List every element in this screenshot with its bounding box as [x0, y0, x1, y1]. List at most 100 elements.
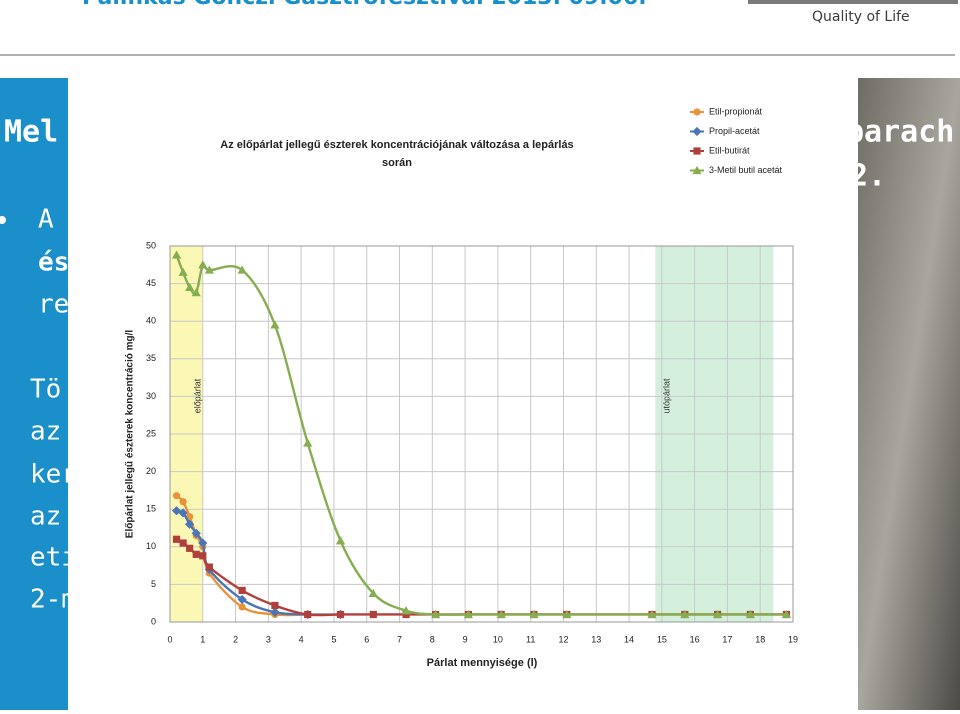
marker	[496, 609, 506, 619]
region-label: utópárlat	[662, 378, 672, 414]
marker	[402, 610, 410, 619]
marker	[712, 609, 723, 619]
marker	[401, 606, 411, 615]
body-text: és	[38, 248, 69, 278]
marker	[692, 126, 702, 137]
body-text: az	[30, 502, 61, 532]
marker	[238, 603, 246, 611]
y-tick-label: 10	[146, 541, 156, 551]
y-tick-label: 45	[146, 278, 156, 288]
slide-title: Mel	[4, 115, 58, 150]
marker	[237, 594, 247, 605]
marker	[185, 519, 195, 529]
body-text: Tö	[30, 375, 61, 405]
body-text: A	[38, 205, 54, 235]
x-tick-label: 19	[788, 634, 798, 644]
marker	[562, 609, 572, 619]
marker	[693, 108, 701, 116]
plot-frame	[169, 245, 794, 623]
marker	[192, 550, 200, 558]
marker	[171, 506, 182, 516]
chart: Az előpárlat jellegű észterek koncentrác…	[125, 106, 798, 669]
y-tick-label: 25	[146, 428, 156, 438]
x-tick-label: 12	[558, 634, 568, 644]
marker	[529, 609, 539, 619]
x-tick-label: 6	[364, 634, 369, 644]
marker	[191, 528, 201, 538]
marker	[781, 609, 792, 619]
y-tick-label: 15	[146, 504, 156, 514]
marker	[185, 282, 195, 291]
marker	[335, 536, 346, 545]
bullet	[0, 216, 6, 224]
x-tick-label: 3	[266, 634, 271, 644]
marker	[693, 147, 701, 155]
marker	[172, 492, 181, 500]
x-tick-label: 9	[463, 634, 468, 644]
legend-label: Etil-butirát	[709, 145, 750, 155]
marker	[430, 609, 441, 619]
marker	[237, 265, 247, 274]
x-tick-label: 14	[624, 634, 634, 644]
x-tick-label: 1	[200, 634, 205, 644]
marker	[199, 552, 207, 560]
x-tick-label: 10	[493, 634, 503, 644]
y-tick-label: 0	[151, 616, 156, 626]
marker	[303, 438, 313, 447]
marker	[205, 563, 213, 571]
x-tick-label: 18	[755, 634, 765, 644]
marker	[171, 250, 182, 259]
marker	[198, 538, 208, 548]
marker	[647, 609, 657, 619]
marker	[204, 265, 214, 274]
marker	[336, 610, 345, 619]
body-text: az	[30, 417, 61, 447]
y-tick-label: 40	[146, 316, 156, 326]
x-tick-label: 7	[397, 634, 402, 644]
marker	[270, 607, 280, 617]
y-tick-label: 30	[146, 391, 156, 401]
marker	[198, 260, 208, 269]
logo-mark	[748, 0, 958, 4]
x-tick-label: 5	[331, 634, 336, 644]
legend-label: Etil-propionát	[709, 106, 763, 116]
slide-title: parach	[846, 115, 954, 150]
marker	[304, 610, 312, 619]
legend-label: Propil-acetát	[709, 126, 760, 136]
marker	[270, 320, 280, 329]
chart-title: Az előpárlat jellegű észterek koncentrác…	[220, 139, 573, 169]
region-label: előpárlat	[192, 378, 202, 413]
photo	[858, 78, 960, 710]
event-title: Pálinkás Gönczi Gasztrofesztivál 2013. 0…	[82, 0, 647, 10]
y-tick-label: 20	[146, 466, 156, 476]
y-tick-label: 5	[151, 579, 156, 589]
marker	[186, 544, 194, 552]
y-tick-label: 50	[146, 240, 156, 250]
marker	[238, 586, 246, 595]
series-line	[175, 254, 787, 616]
marker	[463, 609, 473, 619]
marker	[172, 535, 181, 543]
marker	[369, 610, 377, 619]
x-tick-label: 4	[299, 634, 304, 644]
marker	[179, 498, 187, 506]
y-tick-label: 35	[146, 353, 156, 363]
marker	[178, 267, 188, 276]
marker	[271, 601, 279, 610]
x-tick-label: 8	[430, 634, 435, 644]
marker	[179, 539, 187, 547]
logo-tagline: Quality of Life	[812, 9, 910, 25]
x-tick-label: 17	[722, 634, 732, 644]
marker	[680, 609, 690, 619]
y-axis-label: Előpárlat jellegű észterek koncentráció …	[125, 330, 136, 539]
x-tick-label: 0	[167, 634, 172, 644]
marker	[692, 165, 702, 175]
marker	[368, 588, 378, 598]
marker	[178, 508, 188, 518]
x-tick-label: 16	[690, 634, 700, 644]
x-tick-label: 11	[526, 634, 535, 644]
x-tick-label: 15	[657, 634, 667, 644]
x-tick-label: 13	[591, 634, 601, 644]
